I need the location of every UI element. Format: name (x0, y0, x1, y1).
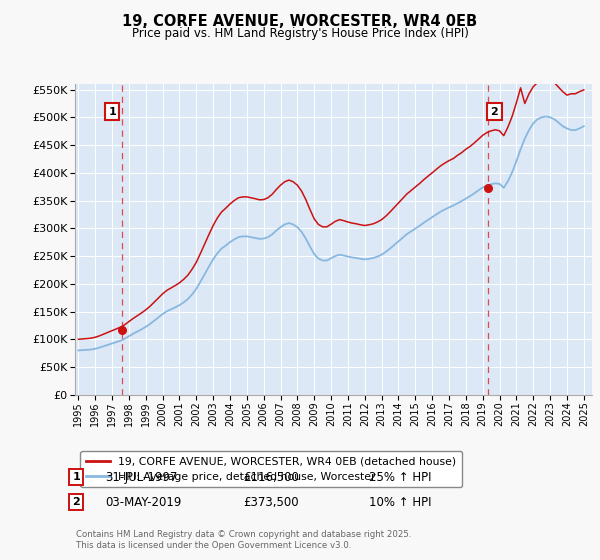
Text: 19, CORFE AVENUE, WORCESTER, WR4 0EB: 19, CORFE AVENUE, WORCESTER, WR4 0EB (122, 14, 478, 29)
Text: £373,500: £373,500 (243, 496, 299, 509)
Text: 10% ↑ HPI: 10% ↑ HPI (369, 496, 431, 509)
Text: 03-MAY-2019: 03-MAY-2019 (105, 496, 181, 509)
Text: 1: 1 (108, 107, 116, 116)
Legend: 19, CORFE AVENUE, WORCESTER, WR4 0EB (detached house), HPI: Average price, detac: 19, CORFE AVENUE, WORCESTER, WR4 0EB (de… (80, 451, 462, 487)
Text: Contains HM Land Registry data © Crown copyright and database right 2025.
This d: Contains HM Land Registry data © Crown c… (76, 530, 412, 550)
Text: 2: 2 (73, 497, 80, 507)
Text: 2: 2 (491, 107, 499, 116)
Text: Price paid vs. HM Land Registry's House Price Index (HPI): Price paid vs. HM Land Registry's House … (131, 27, 469, 40)
Text: 25% ↑ HPI: 25% ↑ HPI (369, 470, 431, 484)
Text: £116,500: £116,500 (243, 470, 299, 484)
Text: 1: 1 (73, 472, 80, 482)
Text: 31-JUL-1997: 31-JUL-1997 (105, 470, 178, 484)
